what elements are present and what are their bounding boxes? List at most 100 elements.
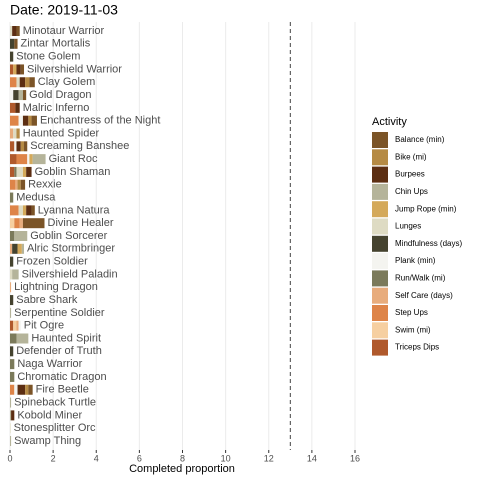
bar-segment <box>12 269 19 280</box>
bar-segment <box>20 64 25 75</box>
bar-segment <box>10 205 19 216</box>
bar-segment <box>13 64 17 75</box>
bar-segment <box>19 77 26 88</box>
x-tick-label: 10 <box>221 453 231 463</box>
legend-label: Balance (min) <box>395 135 445 144</box>
bar-segment <box>16 141 21 152</box>
bar-label: Silvershield Paladin <box>22 268 118 280</box>
chart-title: Date: 2019-11-03 <box>10 2 118 18</box>
bar-segment <box>10 307 12 318</box>
bar-segment <box>12 26 17 36</box>
bar-segment <box>10 102 16 113</box>
bar-segment <box>10 166 15 177</box>
bar-segment <box>13 90 19 101</box>
bar-segment <box>28 115 32 126</box>
bar-segment <box>11 410 15 421</box>
x-tick-label: 12 <box>264 453 274 463</box>
bar-segment <box>16 154 28 165</box>
bar-segment <box>10 115 19 126</box>
bar-label: Frozen Soldier <box>16 256 88 268</box>
bar-label: Goblin Shaman <box>35 166 111 178</box>
bar-label: Haunted Spider <box>23 127 100 139</box>
bar-label: Haunted Spirit <box>31 332 101 344</box>
legend-label: Run/Walk (mi) <box>395 274 446 283</box>
bar-segment <box>12 243 18 254</box>
bar-segment <box>10 384 15 395</box>
legend-key <box>372 201 388 218</box>
bar-segment <box>10 64 14 75</box>
legend-title: Activity <box>372 116 407 128</box>
bar-label: Chromatic Dragon <box>17 371 106 383</box>
bar-segment <box>31 115 37 126</box>
bar-segment <box>10 410 12 421</box>
bar-segment <box>10 51 14 62</box>
bar-segment <box>10 38 15 49</box>
bar-segment <box>25 77 30 88</box>
x-tick-label: 8 <box>180 453 185 463</box>
bar-label: Serpentine Soldier <box>14 307 105 319</box>
legend-label: Swim (mi) <box>395 325 431 334</box>
bar-segment <box>10 256 14 267</box>
bar-segment <box>15 179 18 190</box>
x-tick-label: 6 <box>137 453 142 463</box>
bar-label: Kobold Miner <box>17 409 82 421</box>
bar-segment <box>14 166 17 177</box>
legend-key <box>372 218 388 235</box>
bar-segment <box>16 333 29 344</box>
bar-label: Lightning Dragon <box>14 281 98 293</box>
bar-segment <box>16 166 23 177</box>
bar-segment <box>22 90 27 101</box>
bar-segment <box>14 384 18 395</box>
legend-key <box>372 183 388 200</box>
bar-segment <box>10 141 15 152</box>
legend-label: Chin Ups <box>395 187 428 196</box>
bar-segment <box>10 154 17 165</box>
bar-segment <box>10 346 14 357</box>
bar-label: Rexxie <box>28 179 62 191</box>
bar-segment <box>17 179 21 190</box>
bar-label: Sabre Shark <box>16 294 78 306</box>
bar-segment <box>10 295 14 306</box>
bar-label: Naga Warrior <box>17 358 82 370</box>
bar-segment <box>14 141 17 152</box>
bar-segment <box>10 77 17 88</box>
legend-label: Burpees <box>395 170 425 179</box>
bar-label: Stone Golem <box>16 51 80 63</box>
bar-segment <box>28 384 33 395</box>
bar-label: Fire Beetle <box>36 384 89 396</box>
bar-segment <box>10 436 12 446</box>
legend-key <box>372 235 388 252</box>
bar-segment <box>22 166 27 177</box>
bar-segment <box>10 243 13 254</box>
bar-segment <box>10 282 12 293</box>
bar-segment <box>10 128 14 139</box>
bar-label: Lyanna Natura <box>38 204 111 216</box>
bar-segment <box>16 77 20 88</box>
bar-label: Spineback Turtle <box>14 396 96 408</box>
legend-key <box>372 305 388 321</box>
bar-segment <box>16 26 20 36</box>
bar-label: Minotaur Warrior <box>23 25 105 37</box>
bar-segment <box>20 179 26 190</box>
bar-segment <box>10 359 15 370</box>
bar-label: Malric Inferno <box>23 102 90 114</box>
bar-label: Stonesplitter Orc <box>14 422 96 434</box>
bar-segment <box>10 320 14 331</box>
bar-segment <box>10 231 15 241</box>
bar-segment <box>10 90 14 101</box>
bar-segment <box>19 218 23 229</box>
bar-segment <box>18 320 21 331</box>
legend-label: Mindfulness (days) <box>395 239 462 248</box>
bar-label: Defender of Truth <box>16 345 102 357</box>
bar-segment <box>10 192 14 203</box>
legend-key <box>372 322 388 339</box>
bar-segment <box>26 205 32 216</box>
x-tick-label: 14 <box>307 453 317 463</box>
legend-label: Bike (mi) <box>395 152 427 161</box>
bar-segment <box>25 384 29 395</box>
bar-segment <box>20 141 25 152</box>
bar-label: Giant Roc <box>49 153 98 165</box>
bar-label: Goblin Sorcerer <box>30 230 107 242</box>
bar-segment <box>10 397 12 408</box>
